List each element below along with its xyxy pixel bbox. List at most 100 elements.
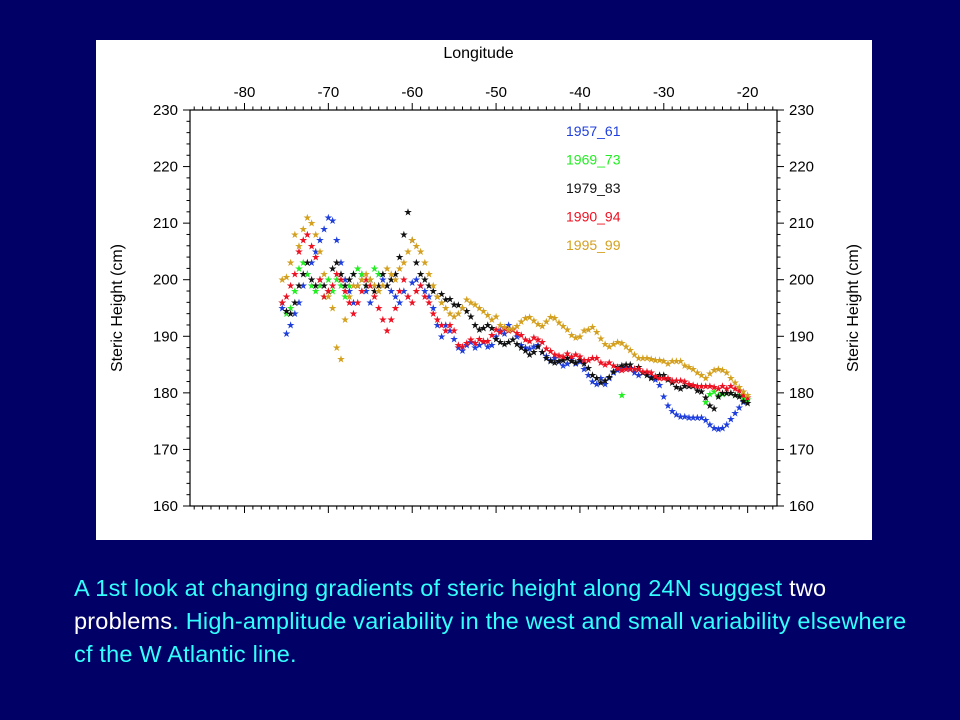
y-tick-label-right: 170 [789,441,814,458]
data-point-1995_99: ★ [634,353,643,364]
data-point-1957_61: ★ [513,332,522,343]
data-point-1969_73: ★ [320,292,329,303]
data-point-1957_61: ★ [647,373,656,384]
data-point-1957_61: ★ [554,357,563,368]
data-point-1969_73: ★ [726,388,735,399]
data-point-1979_83: ★ [311,281,320,292]
data-point-1957_61: ★ [324,213,333,224]
y-axis-title-right: Steric Height (cm) [845,244,862,372]
data-point-1990_94: ★ [299,236,308,247]
data-point-1990_94: ★ [676,376,685,387]
data-point-1990_94: ★ [290,270,299,281]
data-point-1990_94: ★ [521,335,530,346]
data-point-1995_99: ★ [613,337,622,348]
data-point-1969_73: ★ [710,387,719,398]
data-point-1957_61: ★ [580,365,589,376]
data-point-1990_94: ★ [441,326,450,337]
data-point-1969_73: ★ [307,281,316,292]
data-point-1990_94: ★ [643,367,652,378]
data-point-1957_61: ★ [362,287,371,298]
data-point-1995_99: ★ [575,332,584,343]
data-point-1957_61: ★ [613,366,622,377]
data-point-1979_83: ★ [286,309,295,320]
data-point-1979_83: ★ [404,207,413,218]
data-point-1979_83: ★ [626,360,635,371]
data-point-1957_61: ★ [320,224,329,235]
y-tick-label-left: 190 [153,328,178,345]
data-point-1957_61: ★ [341,275,350,286]
data-point-1995_99: ★ [341,315,350,326]
data-point-1990_94: ★ [550,350,559,361]
data-point-1957_61: ★ [622,362,631,373]
data-point-1995_99: ★ [404,247,413,258]
y-tick-label-left: 170 [153,441,178,458]
data-point-1979_83: ★ [513,340,522,351]
data-point-1990_94: ★ [286,281,295,292]
data-point-1979_83: ★ [500,340,509,351]
data-point-1990_94: ★ [408,298,417,309]
data-point-1957_61: ★ [710,423,719,434]
data-point-1990_94: ★ [387,315,396,326]
data-point-1969_73: ★ [731,391,740,402]
data-point-1979_83: ★ [349,270,358,281]
data-point-1969_73: ★ [299,258,308,269]
data-point-1957_61: ★ [563,359,572,370]
data-point-1995_99: ★ [525,313,534,324]
data-point-1957_61: ★ [592,379,601,390]
data-point-1957_61: ★ [483,342,492,353]
data-point-1957_61: ★ [731,409,740,420]
data-point-1979_83: ★ [341,281,350,292]
data-point-1995_99: ★ [529,316,538,327]
data-point-1979_83: ★ [676,384,685,395]
data-point-1979_83: ★ [643,370,652,381]
data-point-1995_99: ★ [362,270,371,281]
data-point-1990_94: ★ [664,374,673,385]
data-point-1990_94: ★ [320,292,329,303]
data-point-1979_83: ★ [395,253,404,264]
data-point-1995_99: ★ [689,365,698,376]
data-point-1995_99: ★ [399,258,408,269]
data-point-1995_99: ★ [299,224,308,235]
data-point-1990_94: ★ [563,349,572,360]
data-point-1995_99: ★ [693,368,702,379]
data-point-1995_99: ★ [546,313,555,324]
data-point-1957_61: ★ [546,356,555,367]
data-point-1979_83: ★ [383,281,392,292]
data-point-1995_99: ★ [722,368,731,379]
data-point-1979_83: ★ [622,360,631,371]
data-point-1979_83: ★ [550,358,559,369]
data-point-1957_61: ★ [508,325,517,336]
data-point-1995_99: ★ [290,230,299,241]
data-point-1979_83: ★ [479,323,488,334]
data-point-1957_61: ★ [525,344,534,355]
data-point-1957_61: ★ [290,309,299,320]
data-point-1957_61: ★ [433,320,442,331]
data-point-1990_94: ★ [731,384,740,395]
data-point-1990_94: ★ [454,340,463,351]
data-point-1990_94: ★ [534,335,543,346]
data-point-1979_83: ★ [307,275,316,286]
data-point-1990_94: ★ [366,281,375,292]
data-point-1995_99: ★ [504,325,513,336]
data-point-1969_73: ★ [286,304,295,315]
data-point-1990_94: ★ [370,292,379,303]
data-point-1995_99: ★ [550,314,559,325]
data-point-1990_94: ★ [735,386,744,397]
data-point-1979_83: ★ [584,363,593,374]
data-point-1979_83: ★ [634,362,643,373]
data-point-1957_61: ★ [567,354,576,365]
data-point-1995_99: ★ [684,362,693,373]
data-point-1957_61: ★ [605,374,614,385]
data-point-1995_99: ★ [588,323,597,334]
data-point-1990_94: ★ [395,287,404,298]
data-point-1990_94: ★ [345,298,354,309]
data-point-1990_94: ★ [336,275,345,286]
data-point-1969_73: ★ [705,389,714,400]
data-point-1957_61: ★ [357,270,366,281]
data-point-1979_83: ★ [454,301,463,312]
data-point-1979_83: ★ [441,295,450,306]
data-point-1979_83: ★ [542,353,551,364]
data-point-1995_99: ★ [370,281,379,292]
data-point-1979_83: ★ [332,258,341,269]
data-point-1990_94: ★ [307,241,316,252]
